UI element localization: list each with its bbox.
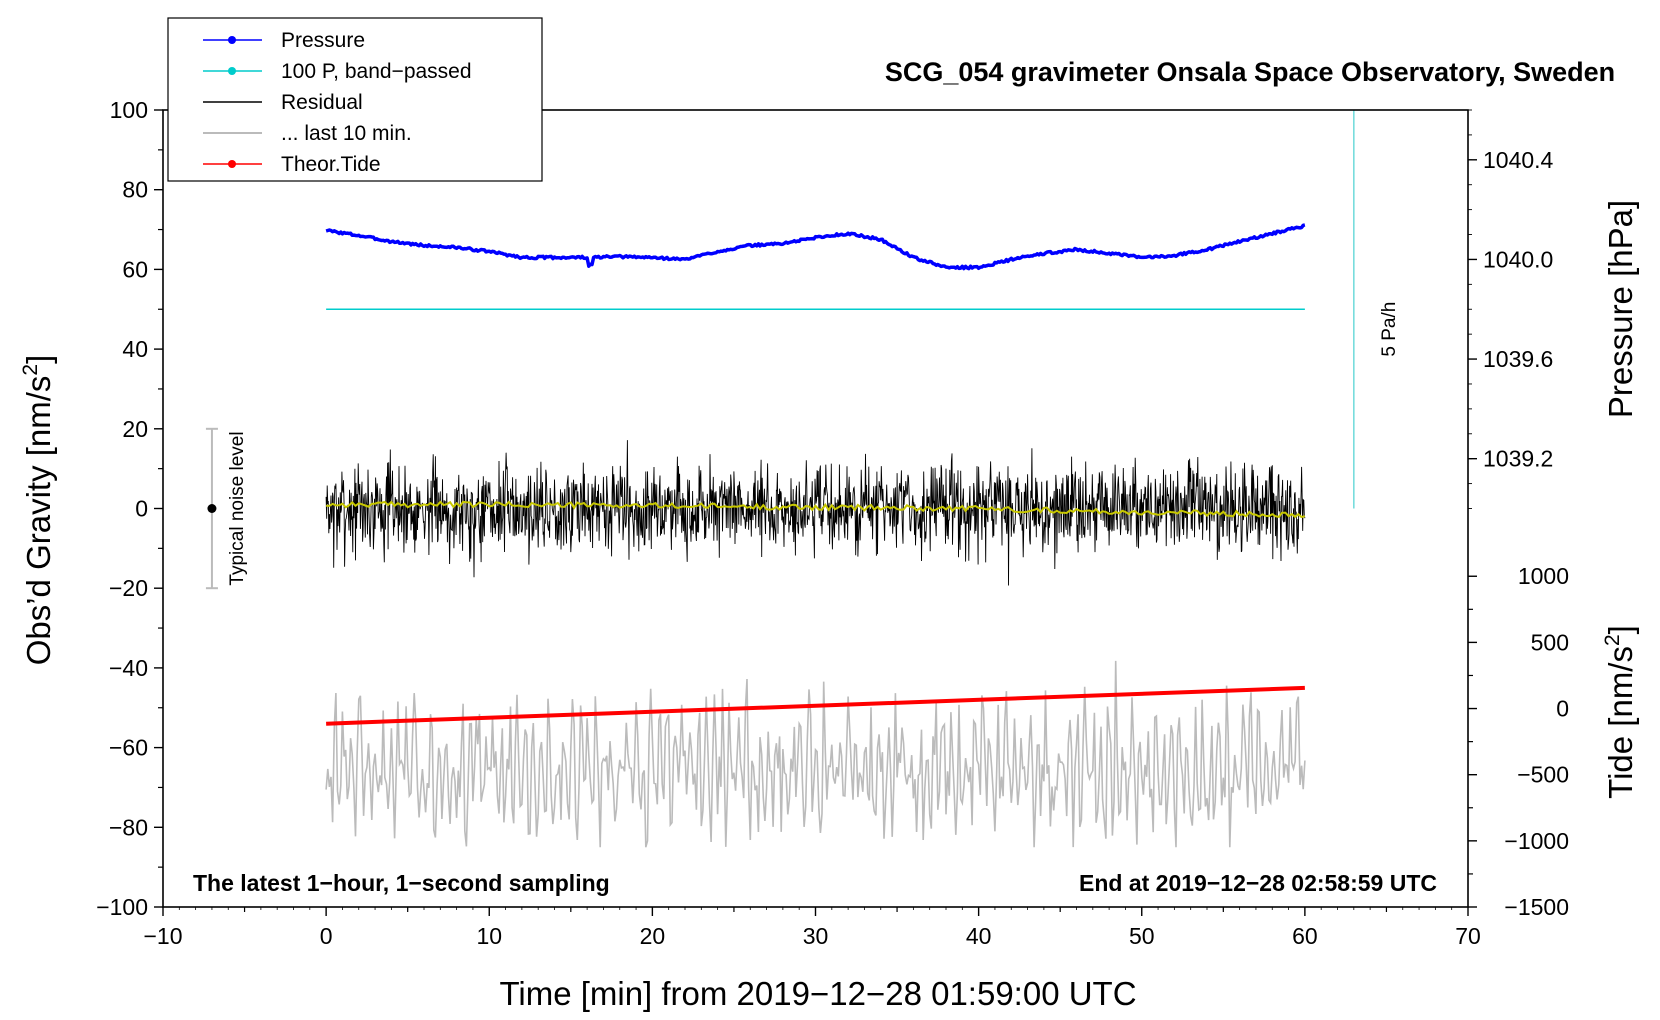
tide-tick-label: 1000: [1518, 563, 1569, 589]
x-tick-label: 10: [476, 923, 502, 949]
y-tick-label: −20: [109, 575, 148, 601]
y-tick-label: 40: [122, 336, 148, 362]
tide-tick-label: 0: [1556, 696, 1569, 722]
y-tick-label: −100: [96, 894, 148, 920]
x-tick-label: 60: [1292, 923, 1318, 949]
y-tick-label: 0: [135, 496, 148, 522]
residual-series: [325, 440, 1306, 586]
pressure-tick-label: 1040.0: [1483, 246, 1553, 272]
noise-level-dot: [207, 504, 217, 513]
residual-smoothed-series: [326, 500, 1306, 519]
last-10-min-series: [325, 660, 1306, 848]
tide-tick-label: −1000: [1504, 828, 1569, 854]
annotation-sampling: The latest 1−hour, 1−second sampling: [193, 870, 610, 896]
tide-tick-label: 500: [1531, 629, 1569, 655]
x-tick-label: 20: [640, 923, 666, 949]
tide-tick-label: −1500: [1504, 894, 1569, 920]
annotation-end-time: End at 2019−12−28 02:58:59 UTC: [1079, 870, 1437, 896]
x-tick-label: 50: [1129, 923, 1155, 949]
y-tick-label: −60: [109, 735, 148, 761]
x-tick-label: 0: [320, 923, 333, 949]
axes-layer: −10 0 10 20 30 40 50 60 70−100−80−60−40−20020406…: [96, 97, 1569, 949]
legend-box: [167, 17, 543, 182]
legend-label: Pressure: [281, 29, 365, 52]
pressure-tick-label: 1039.2: [1483, 446, 1553, 472]
legend-label: Residual: [281, 91, 363, 114]
legend-marker: [228, 67, 236, 75]
rate-marker-label: 5 Pa/h: [1379, 302, 1400, 357]
x-tick-label: 30: [803, 923, 829, 949]
noise-level-label: Typical noise level: [227, 431, 248, 585]
legend-label: ... last 10 min.: [281, 122, 412, 145]
pressure-tick-label: 1039.6: [1483, 346, 1553, 372]
theor-tide-series: [326, 685, 1305, 726]
y-tick-label: 100: [110, 97, 148, 123]
y-tick-label: −80: [109, 814, 148, 840]
pressure-series: [325, 223, 1306, 271]
y-tick-label: 20: [122, 416, 148, 442]
pressure-tick-label: 1040.4: [1483, 147, 1554, 173]
x-tick-label: 40: [966, 923, 992, 949]
y-tick-label: 60: [122, 256, 148, 282]
series-layer: Typical noise level 5 Pa/h: [205, 110, 1400, 848]
legend-label: Theor.Tide: [281, 153, 381, 176]
legend: Pressure 100 P, band−passed Residual ... la…: [167, 17, 543, 182]
chart-title: SCG_054 gravimeter Onsala Space Observat…: [885, 57, 1615, 87]
y-tick-label: −40: [109, 655, 148, 681]
x-axis-label: Time [min] from 2019−12−28 01:59:00 UTC: [499, 975, 1136, 1012]
x-tick-label: 70: [1455, 923, 1481, 949]
y-axis-label-pressure: Pressure [hPa]: [1602, 200, 1639, 418]
legend-label: 100 P, band−passed: [281, 60, 472, 83]
x-tick-label: −10: [143, 923, 182, 949]
legend-marker: [228, 160, 236, 168]
y-axis-label-tide: Tide [nm/s2]: [1601, 625, 1639, 799]
y-axis-label-left: Obs’d Gravity [nm/s2]: [19, 355, 57, 666]
tide-tick-label: −500: [1517, 762, 1569, 788]
y-tick-label: 80: [122, 177, 148, 203]
legend-marker: [228, 36, 236, 44]
